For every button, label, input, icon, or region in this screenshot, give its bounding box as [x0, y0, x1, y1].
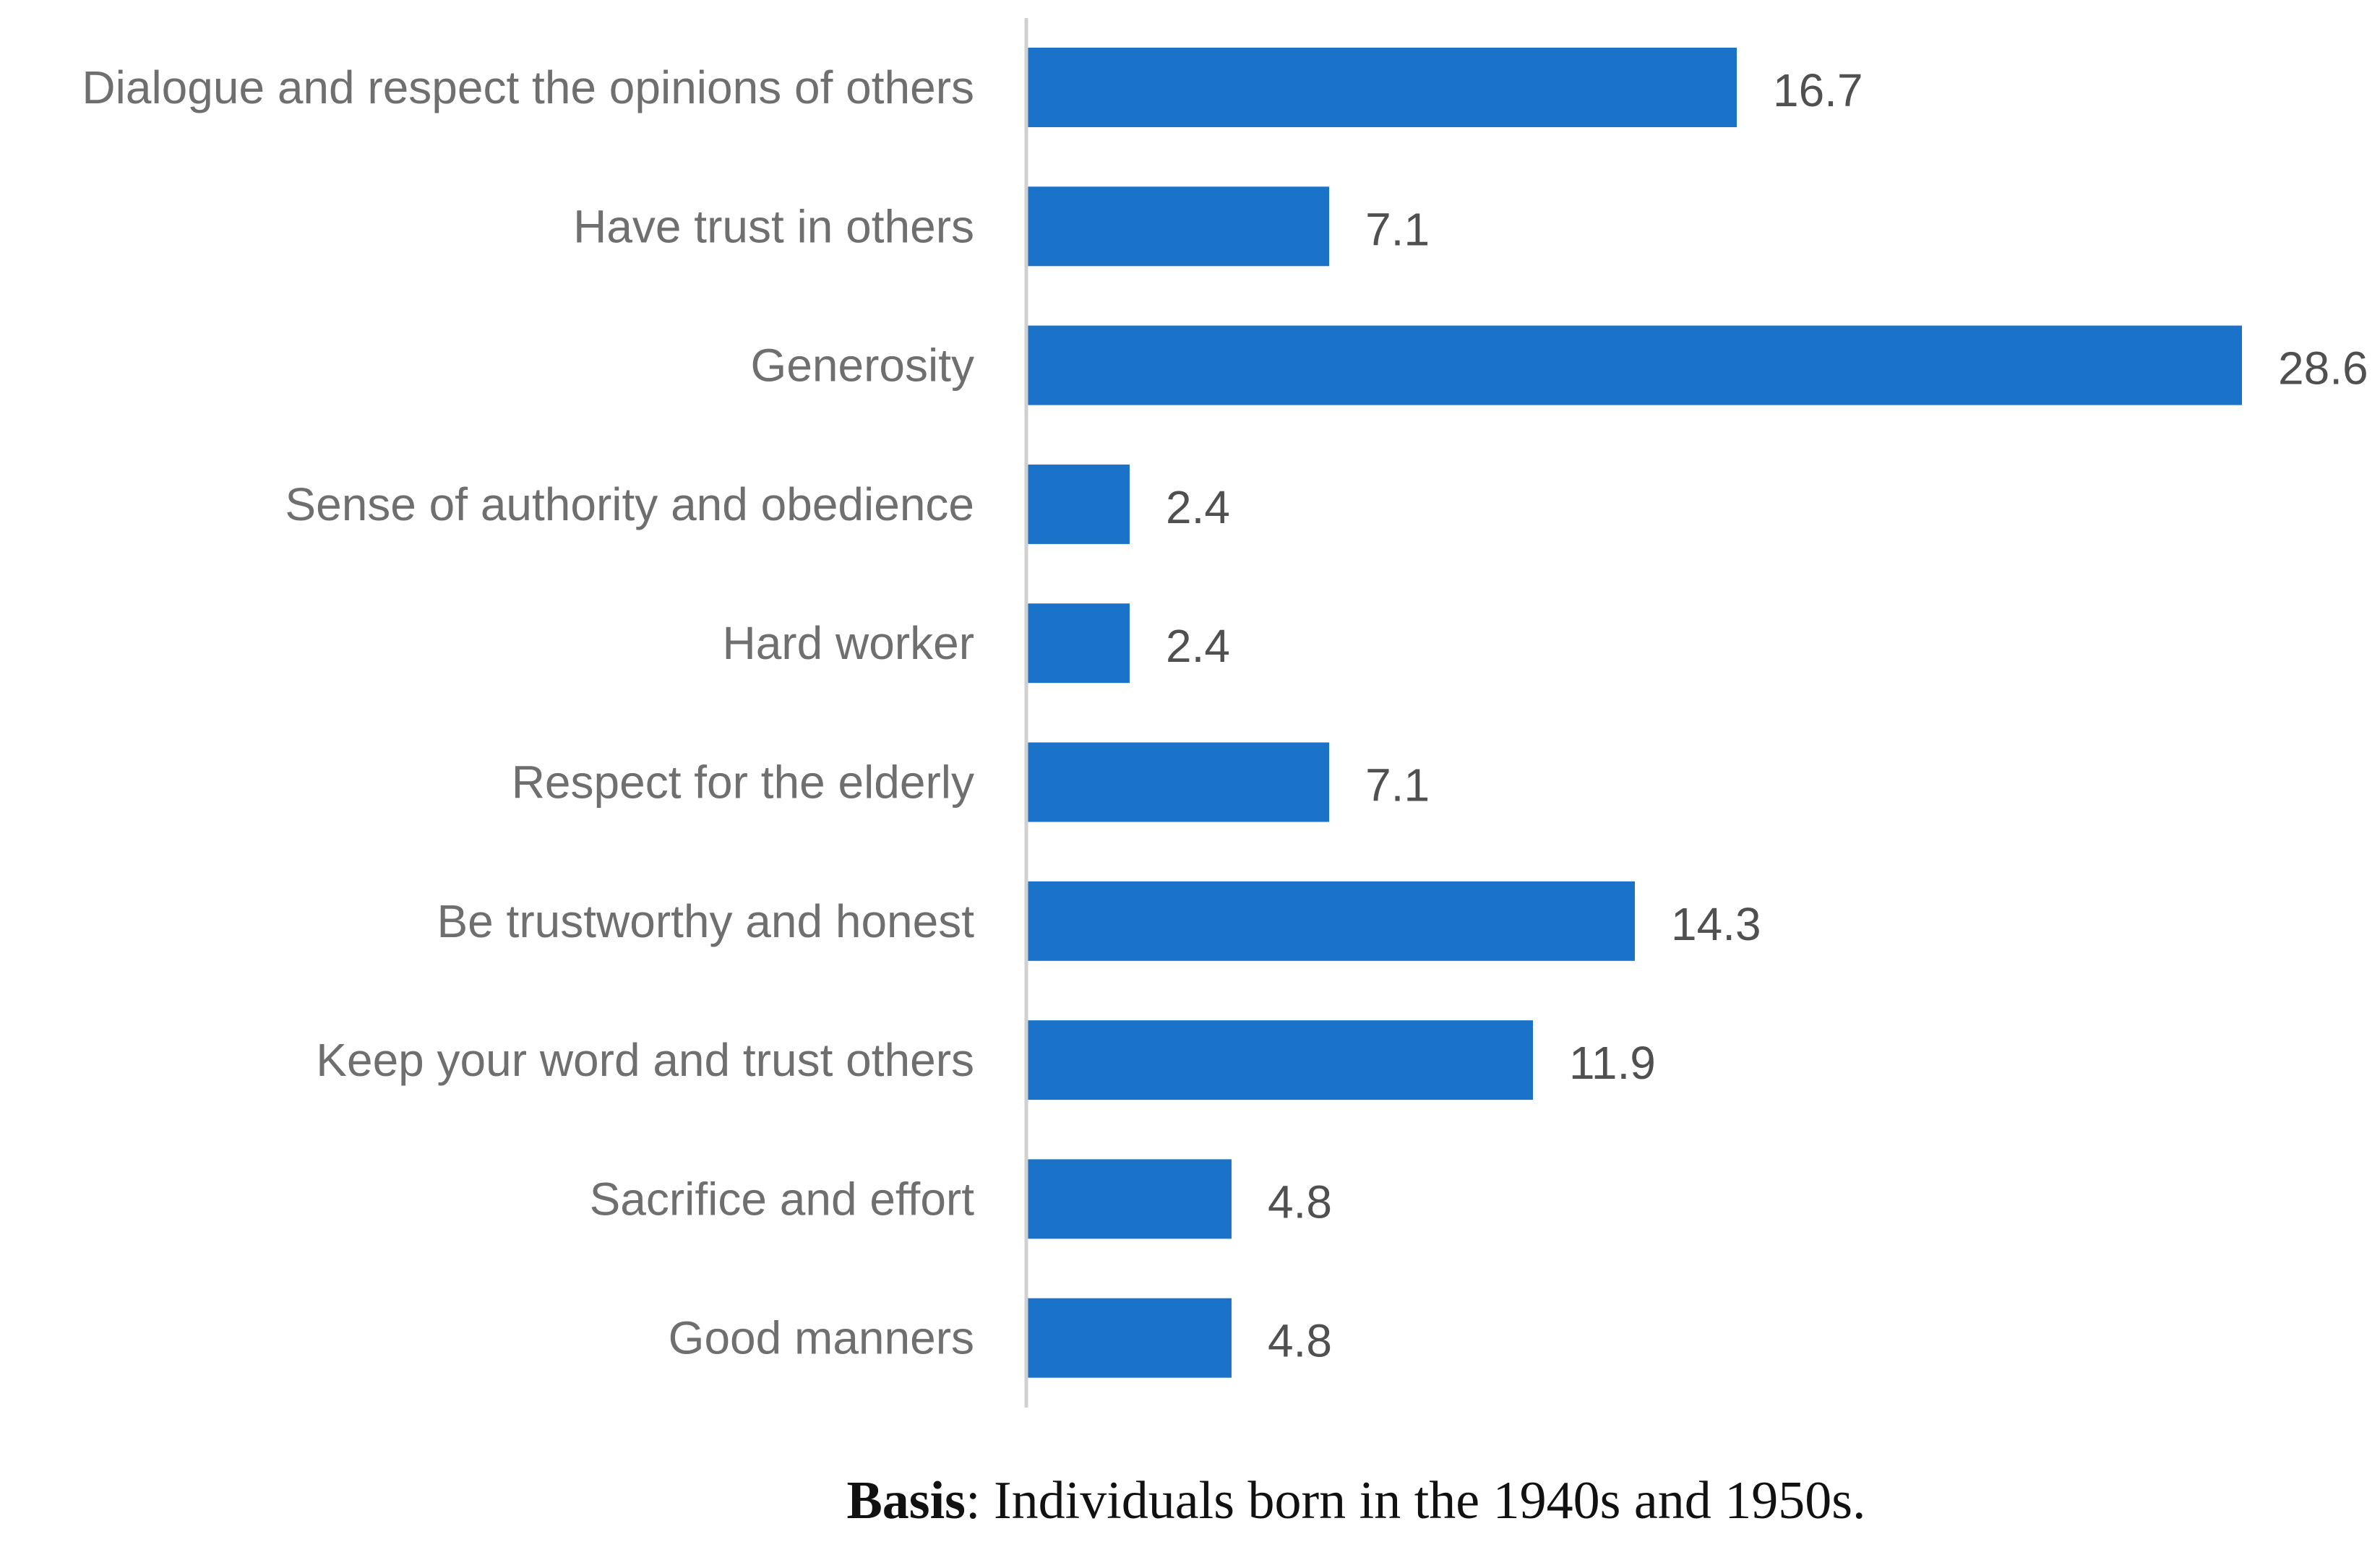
category-label-have-trust-in-others: Have trust in others	[573, 200, 974, 252]
bar-be-trustworthy-and-honest	[1028, 881, 1635, 961]
bar-respect-for-the-elderly	[1028, 742, 1330, 822]
category-label-keep-your-word-and-trust-others: Keep your word and trust others	[316, 1034, 974, 1086]
category-label-good-manners: Good manners	[669, 1312, 974, 1364]
value-label-hard-worker: 2.4	[1166, 620, 1230, 672]
value-label-generosity: 28.6	[2278, 342, 2368, 395]
value-label-good-manners: 4.8	[1268, 1315, 1332, 1367]
category-label-be-trustworthy-and-honest: Be trustworthy and honest	[437, 895, 974, 947]
value-label-sense-of-authority-and-obedience: 2.4	[1166, 481, 1230, 533]
value-label-keep-your-word-and-trust-others: 11.9	[1569, 1037, 1656, 1089]
bar-hard-worker	[1028, 603, 1130, 684]
bar-keep-your-word-and-trust-others	[1028, 1020, 1534, 1100]
bar-good-manners	[1028, 1298, 1232, 1378]
bar-generosity	[1028, 325, 2242, 405]
labels-group: Dialogue and respect the opinions of oth…	[82, 61, 2368, 1367]
caption-label: Basis	[846, 1471, 966, 1530]
bar-dialogue-and-respect-the-opinions-of-others	[1028, 48, 1737, 127]
value-label-dialogue-and-respect-the-opinions-of-others: 16.7	[1773, 64, 1863, 116]
value-label-be-trustworthy-and-honest: 14.3	[1671, 898, 1761, 950]
value-label-sacrifice-and-effort: 4.8	[1268, 1176, 1332, 1228]
category-label-dialogue-and-respect-the-opinions-of-others: Dialogue and respect the opinions of oth…	[82, 61, 974, 113]
chart-caption: Basis: Individuals born in the 1940s and…	[0, 1470, 2380, 1532]
category-label-respect-for-the-elderly: Respect for the elderly	[512, 757, 974, 809]
category-label-sacrifice-and-effort: Sacrifice and effort	[590, 1173, 975, 1225]
bars-group	[1028, 48, 2242, 1378]
value-label-respect-for-the-elderly: 7.1	[1365, 759, 1430, 811]
bar-sense-of-authority-and-obedience	[1028, 464, 1130, 544]
category-label-hard-worker: Hard worker	[722, 617, 974, 669]
category-label-sense-of-authority-and-obedience: Sense of authority and obedience	[285, 478, 974, 530]
bar-sacrifice-and-effort	[1028, 1159, 1232, 1239]
value-label-have-trust-in-others: 7.1	[1365, 203, 1430, 255]
category-label-generosity: Generosity	[751, 340, 974, 392]
caption-text: : Individuals born in the 1940s and 1950…	[965, 1471, 1866, 1530]
bar-have-trust-in-others	[1028, 186, 1330, 267]
